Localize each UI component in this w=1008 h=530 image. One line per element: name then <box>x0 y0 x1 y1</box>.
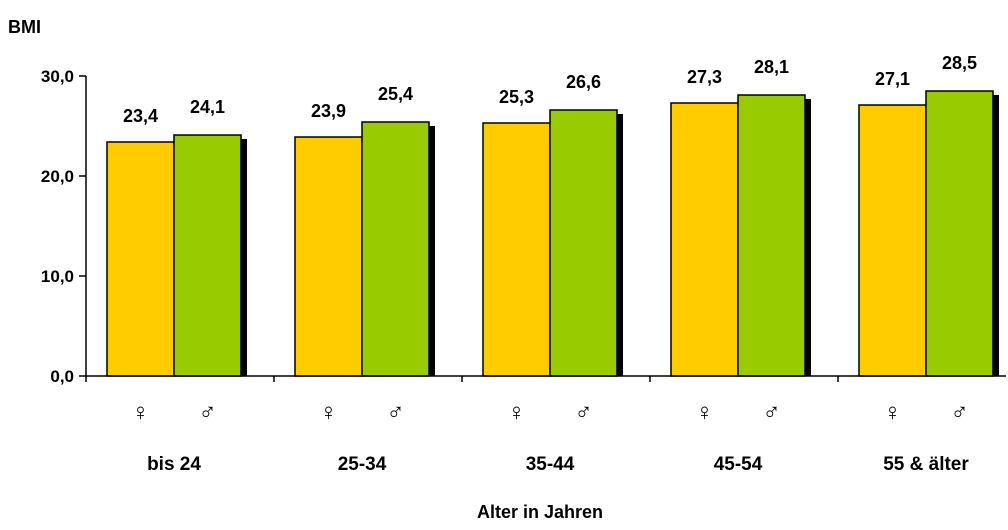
bar <box>294 136 363 377</box>
y-axis-title: BMI <box>8 17 41 37</box>
bar <box>173 134 242 377</box>
series-symbol: ♀ <box>884 399 902 426</box>
y-tick-label: 30,0 <box>41 67 74 86</box>
series-symbol: ♂ <box>951 399 969 426</box>
data-label: 23,4 <box>123 106 158 126</box>
x-tick-label: 35-44 <box>526 454 575 475</box>
bar <box>106 141 175 377</box>
x-tick-label: 55 & älter <box>883 454 969 475</box>
data-label: 27,1 <box>875 69 910 89</box>
data-label: 28,1 <box>754 57 789 77</box>
x-axis-title: Alter in Jahren <box>477 502 603 522</box>
y-tick-label: 10,0 <box>41 267 74 286</box>
series-symbol: ♂ <box>387 399 405 426</box>
bar <box>858 104 927 377</box>
series-symbol: ♂ <box>575 399 593 426</box>
y-tick-label: 0,0 <box>50 367 74 386</box>
series-symbol: ♀ <box>320 399 338 426</box>
y-tick-label: 20,0 <box>41 167 74 186</box>
data-label: 27,3 <box>687 67 722 87</box>
series-symbol: ♂ <box>763 399 781 426</box>
bar <box>549 109 618 377</box>
data-label: 24,1 <box>190 97 225 117</box>
bar <box>737 94 806 377</box>
series-symbol: ♂ <box>199 399 217 426</box>
data-label: 25,4 <box>378 84 413 104</box>
series-symbol: ♀ <box>508 399 526 426</box>
bars <box>106 90 994 377</box>
bar <box>925 90 994 377</box>
data-label: 26,6 <box>566 72 601 92</box>
data-label: 25,3 <box>499 87 534 107</box>
bar <box>670 102 739 377</box>
axes: 0,0 10,0 20,0 30,0 <box>41 67 1006 386</box>
x-tick-label: 25-34 <box>338 454 387 475</box>
x-tick-label: bis 24 <box>147 454 201 475</box>
bar <box>361 121 430 377</box>
data-label: 28,5 <box>942 53 977 73</box>
x-tick-label: 45-54 <box>714 454 763 475</box>
data-labels: 23,4 ♀ 24,1 ♂ bis 24 23,9 ♀ 25,4 ♂ 25-34 25,3 ♀ 26,6… <box>123 53 977 475</box>
bar <box>482 122 551 377</box>
series-symbol: ♀ <box>696 399 714 426</box>
series-symbol: ♀ <box>132 399 150 426</box>
data-label: 23,9 <box>311 101 346 121</box>
